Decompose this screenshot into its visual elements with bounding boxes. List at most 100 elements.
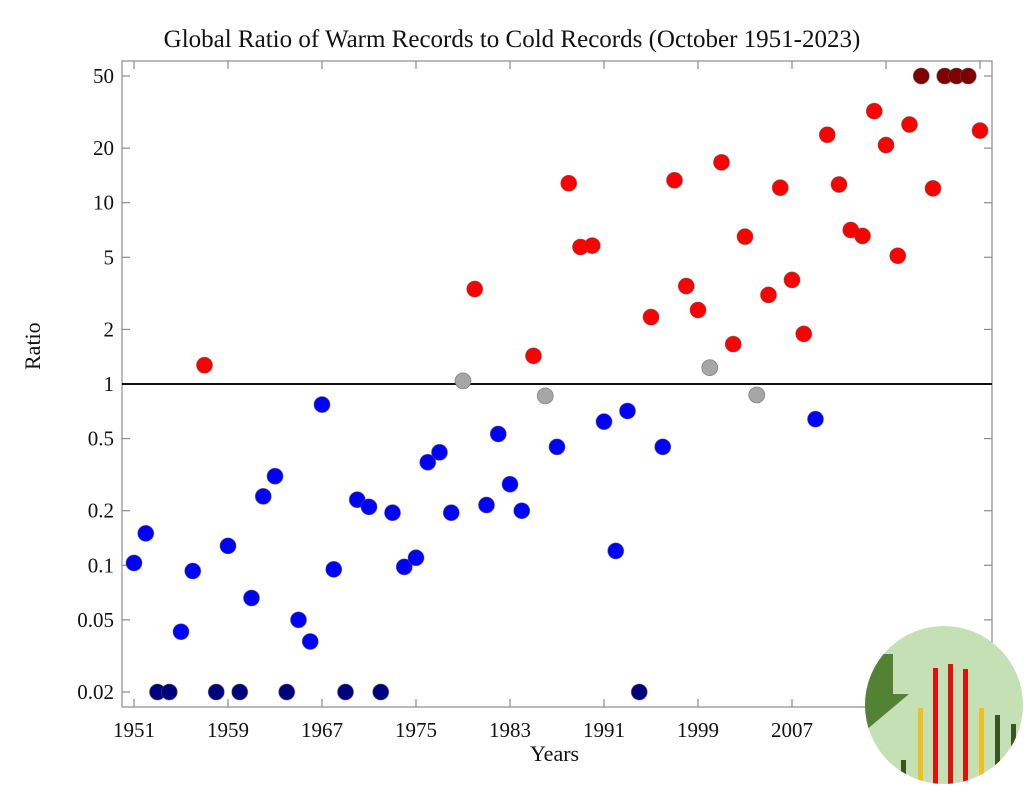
- logo-bar: [963, 669, 968, 784]
- data-point-1955: [172, 623, 190, 641]
- data-point-1984: [513, 502, 531, 520]
- data-point-1963: [266, 467, 284, 485]
- logo-bar: [995, 715, 1000, 784]
- y-tick-label: 20: [93, 136, 114, 160]
- data-point-2006: [771, 179, 789, 197]
- data-point-1962: [254, 487, 272, 505]
- data-point-2003: [736, 228, 754, 246]
- data-point-1977: [431, 443, 448, 461]
- data-point-1979: [454, 372, 472, 390]
- data-point-1967: [313, 396, 331, 413]
- data-point-1952: [137, 524, 155, 542]
- x-tick-label: 1983: [489, 718, 531, 742]
- x-axis: 1951 1959 1967 1975 1983 1991 1999 2007: [113, 61, 981, 742]
- data-point-1996: [654, 438, 672, 456]
- data-point-2007: [783, 271, 801, 289]
- data-point-1982: [489, 425, 507, 443]
- x-tick-label: 1991: [583, 718, 625, 742]
- data-point-2019: [924, 179, 942, 197]
- data-point-1986: [536, 387, 554, 405]
- data-point-2002: [724, 335, 742, 353]
- data-point-2005: [760, 286, 777, 304]
- data-point-2016: [889, 247, 907, 265]
- data-point-2015: [877, 136, 895, 154]
- logo-bar: [933, 668, 938, 784]
- y-tick-label: 50: [93, 64, 114, 88]
- chart-title: Global Ratio of Warm Records to Cold Rec…: [163, 26, 861, 53]
- data-point-1990: [583, 237, 601, 255]
- data-point-1960: [231, 683, 249, 701]
- y-tick-label: 1: [104, 372, 115, 396]
- data-point-1971: [360, 498, 378, 516]
- x-tick-label: 2007: [771, 718, 813, 742]
- bar-chart-logo-icon: [865, 626, 1023, 784]
- y-tick-label: 0.2: [88, 499, 114, 523]
- data-point-1959: [219, 537, 237, 555]
- data-point-1956: [184, 562, 202, 580]
- y-tick-label: 5: [104, 245, 115, 269]
- data-points: [125, 67, 989, 701]
- data-point-1968: [325, 560, 343, 578]
- x-tick-label: 1967: [301, 718, 343, 742]
- y-tick-label: 0.5: [88, 427, 114, 451]
- data-point-2001: [713, 153, 730, 171]
- data-point-1980: [466, 280, 484, 298]
- data-point-1987: [548, 438, 566, 456]
- data-point-1985: [525, 347, 542, 365]
- y-tick-label: 10: [93, 191, 114, 215]
- data-point-1973: [384, 504, 401, 522]
- data-point-2018: [912, 67, 930, 85]
- y-axis: 0.02 0.05 0.1 0.2 0.5 1 2 5 10 20 50: [77, 64, 992, 704]
- data-point-1966: [301, 633, 319, 650]
- logo-bar: [901, 760, 906, 784]
- data-point-1964: [278, 683, 296, 701]
- data-point-1978: [442, 504, 460, 522]
- x-axis-label: Years: [530, 741, 580, 766]
- data-point-1995: [642, 308, 660, 326]
- data-point-1983: [501, 475, 519, 493]
- logo-bar: [918, 708, 923, 784]
- data-point-1969: [337, 683, 354, 701]
- data-point-2008: [795, 325, 813, 343]
- x-tick-label: 1999: [677, 718, 719, 742]
- data-point-1999: [689, 301, 707, 319]
- y-tick-label: 0.1: [88, 553, 114, 577]
- x-tick-label: 1951: [113, 718, 155, 742]
- logo-bar: [948, 664, 953, 784]
- data-point-2004: [748, 386, 766, 404]
- x-tick-label: 1975: [395, 718, 437, 742]
- data-point-1994: [630, 683, 648, 701]
- data-point-1951: [125, 554, 143, 572]
- data-point-1993: [619, 402, 636, 420]
- data-point-1992: [607, 542, 625, 560]
- data-point-2017: [901, 116, 918, 133]
- data-point-1975: [407, 549, 425, 567]
- data-point-1974: [395, 558, 413, 576]
- data-point-1972: [372, 683, 390, 701]
- data-point-1957: [196, 356, 213, 374]
- data-point-2009: [807, 410, 824, 428]
- data-point-2023: [971, 122, 989, 139]
- x-tick-label: 1959: [207, 718, 249, 742]
- data-point-1991: [595, 413, 613, 431]
- data-point-2011: [830, 176, 848, 193]
- logo-bar: [979, 708, 984, 784]
- data-point-1988: [560, 174, 578, 192]
- y-tick-label: 0.05: [77, 608, 114, 632]
- logo-arrow-shape: [865, 654, 909, 731]
- data-point-1958: [207, 683, 225, 701]
- data-point-2013: [854, 227, 871, 245]
- data-point-1981: [478, 496, 495, 514]
- data-point-1997: [666, 171, 683, 189]
- data-point-1965: [290, 611, 307, 629]
- data-point-1954: [160, 683, 178, 701]
- data-point-2022: [959, 67, 977, 85]
- y-tick-label: 0.02: [77, 680, 114, 704]
- y-tick-label: 2: [104, 317, 115, 341]
- data-point-1976: [419, 453, 437, 471]
- data-point-2014: [865, 102, 883, 120]
- data-point-1961: [243, 589, 260, 607]
- data-point-2000: [701, 359, 719, 377]
- logo-graphic: [865, 654, 1016, 784]
